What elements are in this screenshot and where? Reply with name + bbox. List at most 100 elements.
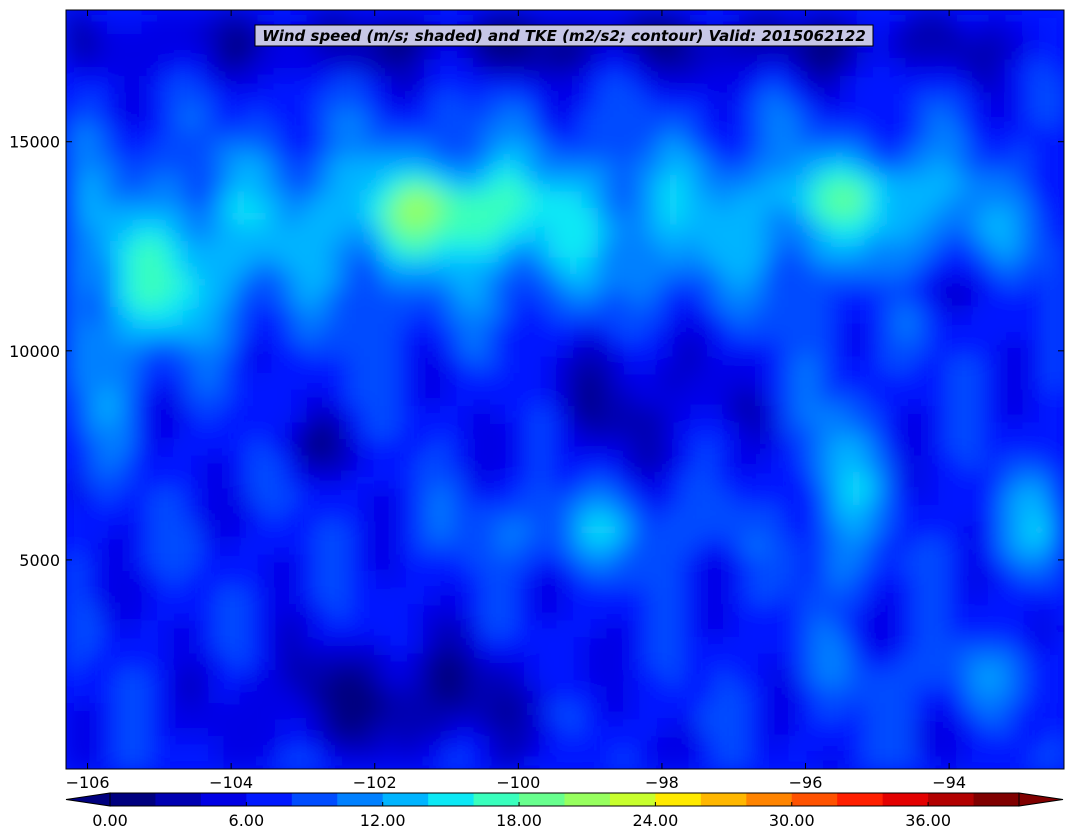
field-cell — [831, 538, 849, 556]
field-cell — [99, 455, 117, 473]
field-cell — [248, 455, 267, 473]
field-cell — [914, 257, 932, 275]
field-cell — [232, 224, 250, 242]
field-cell — [115, 307, 134, 325]
field-cell — [797, 521, 816, 539]
field-cell — [215, 356, 233, 374]
field-cell — [448, 736, 466, 754]
field-cell — [747, 208, 766, 226]
field-cell — [864, 241, 882, 259]
field-cell — [614, 488, 633, 506]
field-cell — [149, 290, 167, 308]
field-cell — [465, 208, 483, 226]
field-cell — [382, 109, 400, 127]
field-cell — [66, 752, 84, 769]
field-cell — [664, 472, 683, 490]
field-cell — [265, 257, 283, 275]
field-cell — [698, 587, 716, 605]
field-cell — [764, 208, 782, 226]
field-cell — [315, 373, 333, 391]
field-cell — [1014, 257, 1032, 275]
field-cell — [897, 406, 915, 424]
field-cell — [165, 521, 184, 539]
field-cell — [66, 26, 84, 44]
field-cell — [315, 323, 333, 341]
field-cell — [581, 191, 599, 209]
field-cell — [1030, 340, 1048, 358]
field-cell — [448, 653, 466, 671]
field-cell — [914, 653, 932, 671]
field-cell — [531, 422, 549, 440]
field-cell — [881, 274, 899, 292]
field-cell — [248, 686, 267, 704]
field-cell — [731, 406, 749, 424]
field-cell — [864, 653, 882, 671]
field-cell — [182, 109, 200, 127]
field-cell — [980, 488, 999, 506]
field-cell — [947, 109, 965, 127]
field-cell — [1030, 488, 1048, 506]
field-cell — [781, 241, 799, 259]
field-cell — [232, 422, 250, 440]
field-cell — [598, 158, 616, 176]
field-cell — [1047, 43, 1064, 61]
field-cell — [265, 538, 283, 556]
field-cell — [648, 59, 666, 77]
field-cell — [814, 505, 832, 523]
field-cell — [66, 191, 84, 209]
field-cell — [248, 373, 267, 391]
field-cell — [431, 719, 450, 737]
field-cell — [265, 587, 283, 605]
field-cell — [348, 521, 366, 539]
field-cell — [415, 554, 433, 572]
field-cell — [714, 670, 732, 688]
field-cell — [781, 670, 799, 688]
field-cell — [498, 455, 516, 473]
field-cell — [548, 439, 566, 457]
field-cell — [997, 257, 1015, 275]
field-cell — [847, 653, 865, 671]
field-cell — [365, 340, 383, 358]
field-cell — [814, 488, 832, 506]
field-cell — [115, 455, 134, 473]
field-cell — [797, 257, 816, 275]
field-cell — [698, 736, 716, 754]
field-cell — [115, 158, 134, 176]
field-cell — [914, 109, 932, 127]
field-cell — [531, 571, 549, 589]
field-cell — [248, 719, 267, 737]
field-cell — [681, 224, 699, 242]
field-cell — [681, 125, 699, 143]
field-cell — [448, 703, 466, 721]
field-cell — [348, 142, 366, 160]
field-cell — [664, 340, 683, 358]
field-cell — [365, 736, 383, 754]
field-cell — [664, 736, 683, 754]
field-cell — [115, 637, 134, 655]
field-cell — [1014, 356, 1032, 374]
field-cell — [831, 307, 849, 325]
field-cell — [431, 637, 450, 655]
field-cell — [132, 241, 150, 259]
field-cell — [315, 43, 333, 61]
field-cell — [664, 76, 683, 94]
field-cell — [99, 389, 117, 407]
field-cell — [764, 76, 782, 94]
field-cell — [747, 373, 766, 391]
field-cell — [864, 571, 882, 589]
field-cell — [664, 241, 683, 259]
field-cell — [1047, 257, 1064, 275]
field-cell — [881, 505, 899, 523]
field-cell — [1030, 389, 1048, 407]
field-cell — [415, 274, 433, 292]
field-cell — [182, 587, 200, 605]
field-cell — [565, 422, 583, 440]
field-cell — [132, 455, 150, 473]
field-cell — [980, 752, 999, 769]
field-cell — [847, 175, 865, 193]
field-cell — [332, 274, 350, 292]
field-cell — [897, 653, 915, 671]
field-cell — [814, 538, 832, 556]
field-cell — [631, 323, 649, 341]
field-cell — [365, 208, 383, 226]
